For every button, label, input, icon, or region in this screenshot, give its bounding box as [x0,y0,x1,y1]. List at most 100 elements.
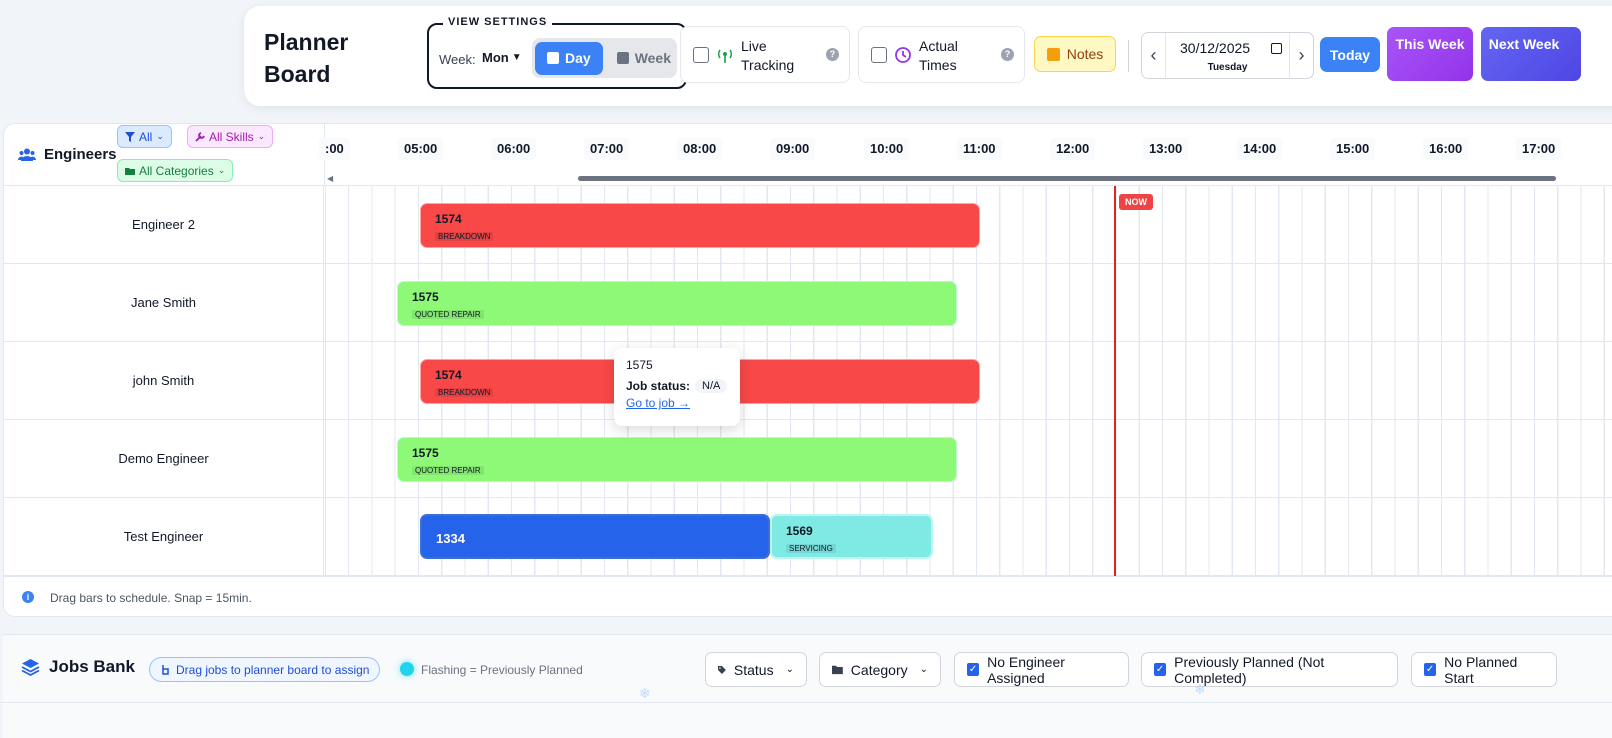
time-label: 13:00 [1143,138,1189,160]
folder-icon [832,665,843,675]
next-week-button[interactable]: Next Week [1481,27,1581,81]
live-tracking-label: Live Tracking [741,38,795,73]
help-icon[interactable]: ? [1001,48,1014,61]
antenna-icon [717,49,733,63]
live-tracking-checkbox[interactable] [693,47,709,63]
actual-times-checkbox[interactable] [871,47,887,63]
actual-times-toggle[interactable]: Actual Times ? [858,26,1025,83]
flashing-legend-dot [400,662,414,676]
week-view-button[interactable]: Week [605,42,683,75]
category-filter-label: Category [850,661,908,678]
job-bar[interactable]: 1574 BREAKDOWN [420,203,980,248]
job-number: 1575 [412,290,439,304]
chevron-down-icon: ⌄ [785,664,794,675]
previously-planned-label: Previously Planned (Not Completed) [1174,653,1325,686]
time-label: 09:00 [770,138,816,160]
time-label: 16:00 [1423,138,1469,160]
engineers-title: Engineers [18,146,117,163]
engineer-row: Jane Smith [4,264,1612,342]
this-week-button[interactable]: This Week [1387,27,1473,81]
help-icon[interactable]: ? [826,48,839,61]
now-badge: NOW [1119,194,1153,210]
schedule-hint: Drag bars to schedule. Snap = 15min. [50,591,252,605]
calendar-day-icon [547,52,559,64]
job-category-badge: SERVICING [786,544,836,553]
job-category-badge: QUOTED REPAIR [412,310,484,319]
week-start-label: Week: [439,52,476,67]
chevron-down-icon: ⌄ [217,165,226,175]
engineer-name: Jane Smith [4,264,324,341]
time-label: :00 [319,138,350,160]
time-label: 14:00 [1237,138,1283,160]
checkbox-checked-icon[interactable]: ✓ [1424,663,1437,676]
time-label: 07:00 [584,138,630,160]
wrench-icon [195,131,205,142]
live-tracking-toggle[interactable]: Live Tracking ? [680,26,850,83]
date-input[interactable]: 30/12/2025 [1180,40,1251,56]
engineer-name: Test Engineer [4,498,324,575]
snowflake-icon: ❄ [1194,681,1206,697]
time-label: 11:00 [957,138,1002,160]
checkbox-checked-icon[interactable]: ✓ [967,663,980,676]
job-bar[interactable]: 1575 QUOTED REPAIR [397,281,957,326]
jobs-bank-panel: Jobs Bank Drag jobs to planner board to … [3,634,1612,738]
tooltip-job-number: 1575 [626,358,653,372]
calendar-icon[interactable] [1271,43,1282,54]
drag-hint-chip: Drag jobs to planner board to assign [149,657,381,682]
filter-categories-button[interactable]: All Categories ⌄ [117,159,234,182]
previously-planned-filter[interactable]: ✓ Previously Planned (Not Completed) [1141,652,1398,687]
week-view-label: Week [634,50,672,66]
filter-skills-button[interactable]: All Skills ⌄ [187,125,274,148]
day-view-button[interactable]: Day [535,41,603,75]
tooltip-status-label: Job status: [626,379,691,393]
now-indicator-line [1114,186,1116,576]
chevron-down-icon: ⌄ [156,131,164,141]
status-filter-button[interactable]: Status ⌄ [705,652,807,687]
date-navigator: ‹ 30/12/2025 Tuesday › [1141,32,1314,79]
scrollbar-thumb[interactable] [578,176,1556,181]
header-toolbar: Planner Board VIEW SETTINGS Week: Mon ▼ … [244,6,1612,106]
users-icon [18,148,36,161]
filter-icon [125,131,135,142]
time-label: 12:00 [1050,138,1096,160]
sticky-note-icon [1046,47,1060,61]
flashing-legend-text: Flashing = Previously Planned [421,663,583,677]
time-label: 10:00 [864,138,910,160]
tooltip-status-row: Job status: N/A [626,379,728,393]
next-day-button[interactable]: › [1289,33,1313,78]
divider [0,702,1612,703]
job-number: 1574 [435,212,462,226]
timeline-scrollbar[interactable]: ◀ [325,174,1565,183]
no-engineer-label: No Engineer Assigned [987,653,1065,686]
filter-all-button[interactable]: All ⌄ [117,125,172,148]
go-to-job-link[interactable]: Go to job → [626,396,691,410]
calendar-week-icon [616,52,629,64]
previous-day-button[interactable]: ‹ [1142,33,1166,78]
job-bar[interactable]: 1569 SERVICING [770,514,933,559]
engineer-name: Demo Engineer [4,420,324,497]
job-bar[interactable]: 1575 QUOTED REPAIR [397,437,957,482]
job-bar-selected[interactable]: 1334 [420,514,770,559]
engineer-row: john Smith [4,342,1612,420]
folder-icon [125,167,135,175]
no-planned-start-filter[interactable]: ✓ No Planned Start [1411,652,1557,687]
notes-button[interactable]: Notes [1034,36,1116,72]
engineer-name: Engineer 2 [4,186,324,263]
today-button[interactable]: Today [1320,37,1380,72]
category-filter-button[interactable]: Category ⌄ [819,652,941,687]
no-planned-start-label: No Planned Start [1444,653,1518,686]
checkbox-checked-icon[interactable]: ✓ [1154,663,1167,676]
jobs-bank-label: Jobs Bank [49,657,135,676]
hand-pointer-icon [162,664,169,675]
job-number: 1334 [436,531,465,546]
day-week-toggle: Day Week [532,38,677,78]
view-settings-group: VIEW SETTINGS Week: Mon ▼ Day Week [427,16,687,89]
day-name: Tuesday [1207,62,1248,73]
filter-all-label: All [139,129,153,144]
scroll-left-arrow-icon[interactable]: ◀ [327,174,334,183]
status-filter-label: Status [733,661,774,678]
no-engineer-filter[interactable]: ✓ No Engineer Assigned [954,652,1129,687]
week-start-select[interactable]: Mon ▼ [482,50,522,65]
time-label: 08:00 [677,138,723,160]
board-footer: i Drag bars to schedule. Snap = 15min. [4,576,1612,616]
